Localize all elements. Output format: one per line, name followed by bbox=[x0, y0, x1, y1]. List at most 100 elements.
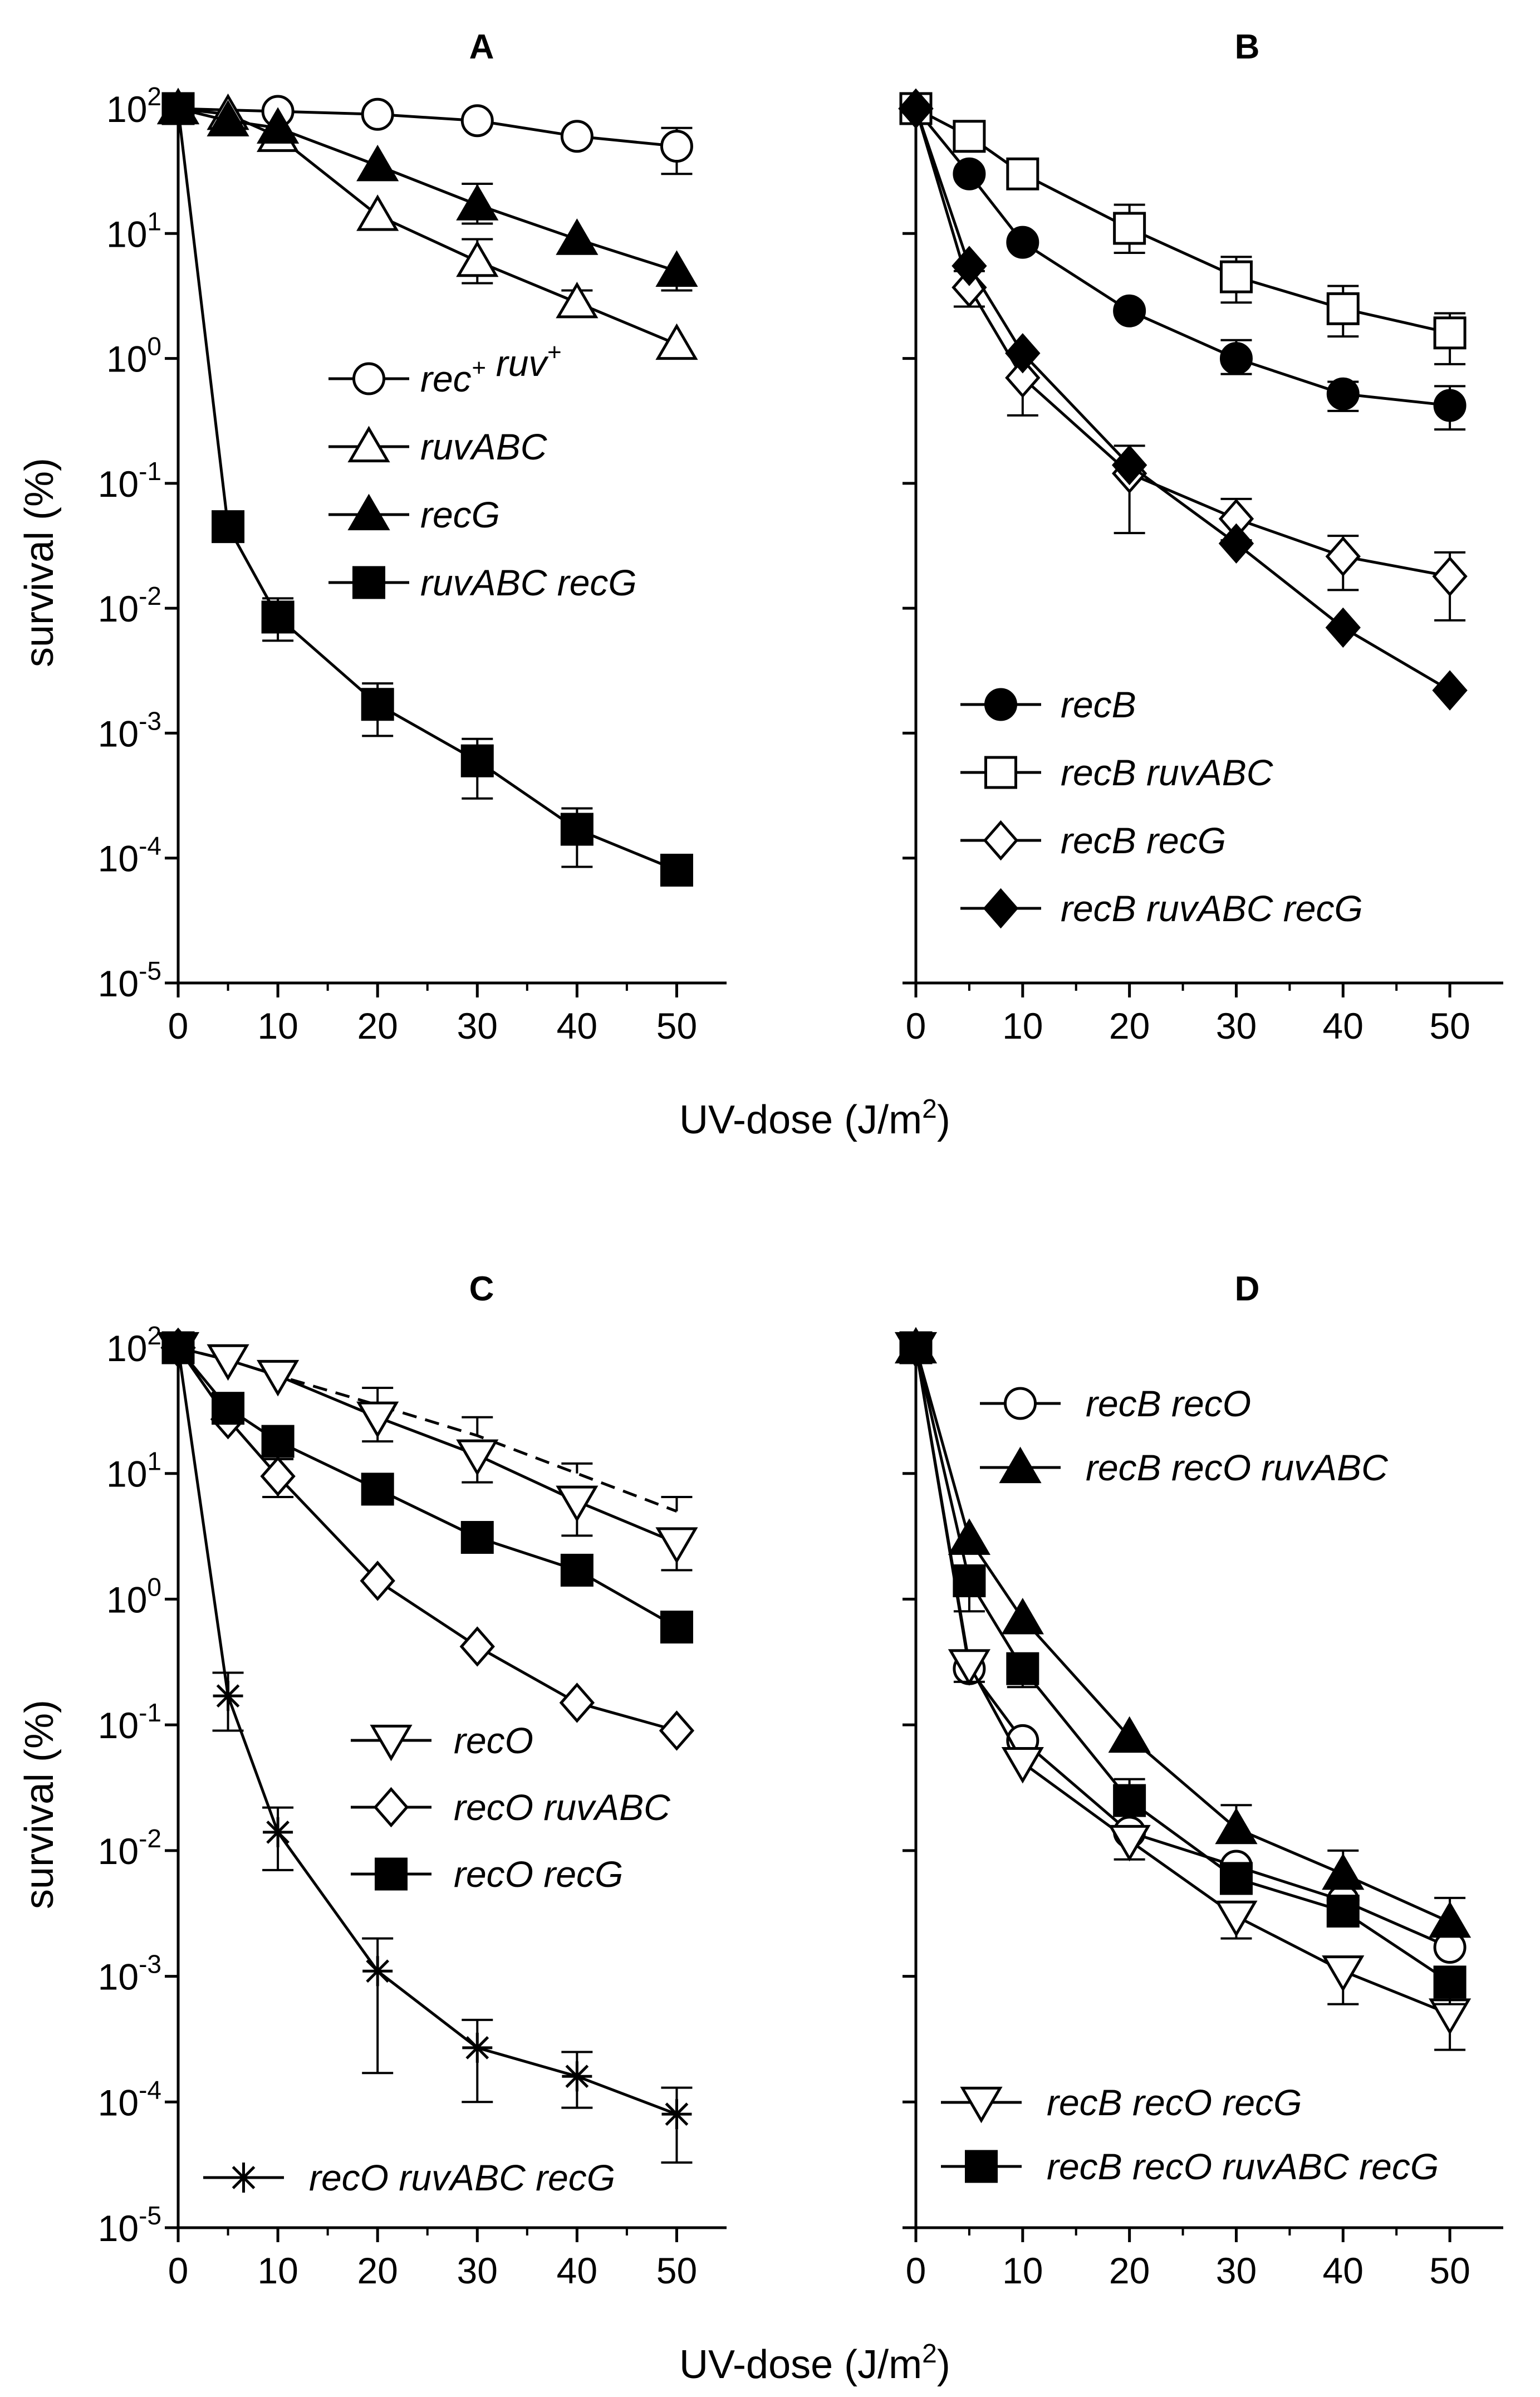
series-line bbox=[178, 107, 677, 148]
x-tick-label: 30 bbox=[457, 2250, 498, 2291]
marker-circle bbox=[1113, 294, 1146, 327]
legend-label: recO bbox=[454, 1720, 533, 1761]
x-tick-label: 50 bbox=[656, 1005, 697, 1046]
marker-triangle-down bbox=[1001, 1747, 1044, 1784]
xlabel-bottom-close: ) bbox=[937, 2342, 950, 2387]
marker-triangle-up bbox=[347, 425, 390, 463]
series-line bbox=[176, 1347, 678, 2116]
ylabel-bottom: survival (%) bbox=[17, 1700, 62, 1909]
asterisk-stroke bbox=[166, 1336, 190, 1359]
y-tick-label: 10-4 bbox=[98, 831, 161, 879]
x-tick-label: 20 bbox=[1109, 1005, 1150, 1046]
marker-diamond bbox=[1218, 523, 1254, 564]
y-tick-label: 10-4 bbox=[98, 2075, 161, 2123]
marker-square bbox=[660, 1611, 693, 1644]
marker-square bbox=[965, 2150, 998, 2183]
marker-square bbox=[261, 1425, 295, 1458]
legend-label: recO ruvABC recG bbox=[309, 2157, 615, 2198]
y-tick-label: 101 bbox=[106, 1447, 161, 1495]
legend-label: recB recG bbox=[1061, 820, 1226, 861]
panel-d: D 0 10 20 30 40 50 recB recO recB recO ruvABC rec… bbox=[894, 1270, 1503, 2291]
legend-label-part: rec bbox=[420, 358, 472, 399]
marker-triangle-up bbox=[256, 107, 300, 144]
marker-diamond bbox=[260, 1456, 296, 1496]
marker-diamond bbox=[360, 1561, 395, 1601]
y-tick-label: 10-1 bbox=[98, 1698, 161, 1746]
marker-triangle-up bbox=[356, 194, 399, 231]
y-tick-label: 10-5 bbox=[98, 2201, 161, 2249]
marker-diamond bbox=[659, 1710, 695, 1751]
y-tick-base: 10 bbox=[98, 713, 139, 754]
y-tick-base: 10 bbox=[98, 838, 139, 879]
y-tick-label: 10-2 bbox=[98, 581, 161, 629]
legend-entry: recB recO recG bbox=[941, 2082, 1302, 2124]
marker-triangle-up bbox=[356, 144, 399, 182]
x-tick-label: 20 bbox=[357, 1005, 398, 1046]
series-ruvABC-recG bbox=[161, 92, 693, 887]
x-tick-label: 0 bbox=[906, 2250, 926, 2291]
marker-square bbox=[560, 813, 594, 846]
x-tick-label: 20 bbox=[357, 2250, 398, 2291]
marker-circle bbox=[352, 362, 385, 395]
marker-diamond bbox=[559, 1682, 595, 1723]
marker-diamond bbox=[952, 246, 987, 286]
marker-diamond bbox=[983, 888, 1019, 929]
legend-label: recG bbox=[420, 494, 500, 535]
series-line bbox=[177, 1347, 678, 1628]
panel-a: A0 10 20 30 40 5010210110010-110-210-310-410-… bbox=[98, 28, 727, 1046]
y-tick-base: 10 bbox=[98, 963, 139, 1004]
y-tick-label: 10-2 bbox=[98, 1824, 161, 1872]
marker-triangle-down bbox=[356, 1401, 399, 1439]
legend-entry: recB ruvABC bbox=[960, 752, 1274, 793]
marker-circle bbox=[660, 130, 693, 163]
legend-entry: recO ruvABC bbox=[351, 1787, 671, 1828]
xlabel-bottom-sup: 2 bbox=[922, 2339, 937, 2369]
marker-diamond bbox=[1325, 607, 1361, 648]
series-line bbox=[178, 107, 678, 346]
y-tick-exp: -1 bbox=[139, 457, 161, 486]
y-tick-label: 101 bbox=[106, 207, 161, 255]
marker-square bbox=[660, 853, 693, 887]
marker-circle bbox=[361, 97, 394, 131]
x-tick-label: 10 bbox=[257, 2250, 298, 2291]
marker-diamond bbox=[1432, 556, 1468, 597]
marker-triangle-up bbox=[347, 493, 390, 531]
y-tick-base: 10 bbox=[106, 213, 147, 255]
ylabel-top: survival (%) bbox=[17, 458, 62, 667]
series-line bbox=[176, 1347, 678, 1732]
legend-entry: recB recO ruvABC recG bbox=[941, 2146, 1439, 2187]
series-recO bbox=[156, 1332, 698, 1572]
legend-entry: ruvABC bbox=[328, 425, 548, 467]
asterisk-stroke bbox=[465, 2036, 489, 2060]
xlabel-top-text: UV-dose (J/m bbox=[679, 1098, 922, 1142]
x-tick-label: 20 bbox=[1109, 2250, 1150, 2291]
y-tick-label: 102 bbox=[106, 1321, 161, 1369]
series-recB-recO-recG bbox=[894, 1332, 1472, 2051]
y-tick-base: 10 bbox=[106, 1328, 147, 1369]
y-tick-label: 10-3 bbox=[98, 706, 161, 754]
marker-triangle-up bbox=[1322, 1853, 1365, 1890]
x-tick-label: 10 bbox=[1002, 1005, 1043, 1046]
marker-triangle-up bbox=[1428, 1901, 1472, 1938]
marker-circle bbox=[1219, 342, 1253, 375]
x-tick-label: 50 bbox=[1429, 1005, 1470, 1046]
marker-circle bbox=[953, 157, 986, 190]
series-recO-ruvABC-recG bbox=[163, 1333, 693, 2164]
marker-asterisk bbox=[213, 1681, 243, 1711]
y-tick-exp: -4 bbox=[139, 831, 161, 860]
series-line bbox=[178, 107, 678, 273]
marker-circle bbox=[560, 120, 594, 153]
marker-asterisk bbox=[661, 2099, 692, 2130]
x-tick-label: 30 bbox=[1216, 2250, 1257, 2291]
marker-diamond bbox=[898, 88, 934, 129]
marker-square bbox=[953, 1564, 986, 1597]
y-tick-base: 10 bbox=[98, 463, 139, 505]
asterisk-stroke bbox=[366, 1959, 390, 1983]
x-tick-label: 50 bbox=[656, 2250, 697, 2291]
marker-triangle-up bbox=[1108, 1716, 1151, 1753]
asterisk-stroke bbox=[232, 2166, 256, 2189]
x-tick-label: 40 bbox=[557, 1005, 597, 1046]
y-tick-exp: -2 bbox=[139, 1824, 161, 1853]
marker-square bbox=[1113, 1784, 1146, 1817]
